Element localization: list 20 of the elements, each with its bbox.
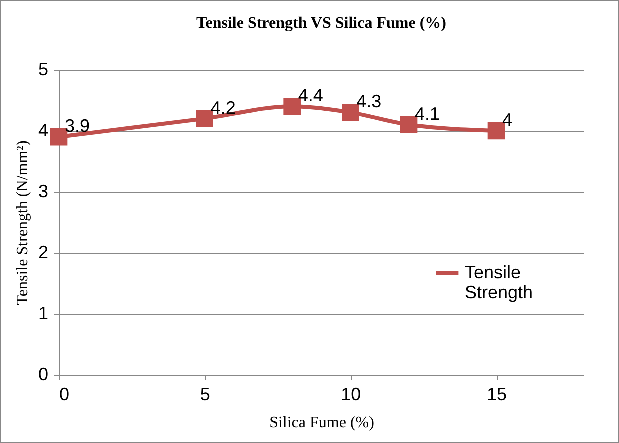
data-label: 3.9: [65, 116, 90, 136]
data-label: 4.4: [298, 86, 324, 106]
y-axis-title: Tensile Strength (N/mm²): [14, 140, 32, 306]
y-tick-label: 3: [38, 182, 48, 202]
y-tick-label: 2: [38, 242, 48, 262]
data-label: 4.3: [356, 92, 382, 112]
legend-label: Tensile Strength: [465, 262, 534, 302]
chart-title: Tensile Strength VS Silica Fume (%): [196, 15, 446, 32]
x-tick-label: 5: [200, 384, 210, 404]
y-tick-label: 4: [38, 120, 48, 140]
data-label: 4.1: [415, 104, 440, 124]
y-tick-label: 1: [38, 304, 48, 324]
x-tick-label: 10: [341, 384, 362, 404]
data-label: 4.2: [210, 98, 236, 118]
x-axis-title: Silica Fume (%): [270, 414, 374, 432]
x-tick-label: 15: [486, 384, 508, 404]
data-label: 4: [502, 110, 513, 130]
x-tick-label: 0: [60, 384, 70, 404]
y-tick-label: 5: [38, 60, 48, 80]
y-tick-label: 0: [38, 364, 48, 384]
